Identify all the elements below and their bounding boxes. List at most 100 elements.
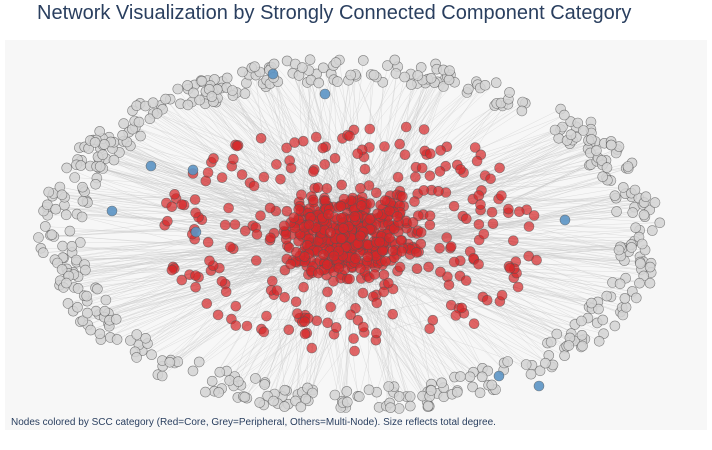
core-node[interactable] — [190, 207, 201, 219]
peripheral-node[interactable] — [99, 305, 111, 317]
peripheral-node[interactable] — [330, 57, 342, 68]
peripheral-node[interactable] — [42, 199, 53, 211]
core-node[interactable] — [415, 238, 427, 250]
core-node[interactable] — [392, 211, 403, 222]
peripheral-node[interactable] — [46, 229, 58, 240]
core-node[interactable] — [333, 262, 345, 274]
core-node[interactable] — [212, 309, 224, 321]
core-node[interactable] — [240, 225, 251, 237]
core-node[interactable] — [409, 196, 420, 207]
peripheral-node[interactable] — [382, 60, 393, 71]
core-node[interactable] — [473, 190, 485, 201]
core-node[interactable] — [201, 298, 213, 309]
peripheral-node[interactable] — [559, 350, 570, 362]
core-node[interactable] — [448, 200, 460, 212]
core-node[interactable] — [460, 275, 472, 286]
peripheral-node[interactable] — [239, 391, 251, 403]
core-node[interactable] — [379, 141, 390, 152]
peripheral-node[interactable] — [444, 65, 455, 77]
peripheral-node[interactable] — [576, 329, 588, 341]
core-node[interactable] — [261, 310, 272, 322]
peripheral-node[interactable] — [412, 70, 424, 81]
peripheral-node[interactable] — [558, 109, 570, 121]
peripheral-node[interactable] — [92, 283, 103, 295]
core-node[interactable] — [241, 320, 253, 332]
core-node[interactable] — [231, 140, 243, 152]
core-node[interactable] — [424, 323, 436, 335]
peripheral-node[interactable] — [160, 93, 171, 105]
core-node[interactable] — [455, 164, 466, 175]
core-node[interactable] — [433, 186, 444, 197]
core-node[interactable] — [258, 326, 270, 338]
core-node[interactable] — [292, 308, 303, 319]
core-node[interactable] — [283, 324, 295, 336]
core-node[interactable] — [335, 233, 347, 245]
peripheral-node[interactable] — [147, 97, 159, 109]
core-node[interactable] — [345, 309, 356, 321]
peripheral-node[interactable] — [39, 221, 51, 232]
peripheral-node[interactable] — [100, 294, 112, 306]
core-node[interactable] — [450, 310, 462, 321]
core-node[interactable] — [362, 251, 374, 263]
peripheral-node[interactable] — [486, 379, 498, 391]
core-node[interactable] — [355, 263, 366, 274]
peripheral-node[interactable] — [259, 379, 270, 390]
core-node[interactable] — [424, 170, 436, 182]
core-node[interactable] — [387, 245, 399, 257]
peripheral-node[interactable] — [341, 396, 353, 408]
peripheral-node[interactable] — [563, 340, 575, 351]
peripheral-node[interactable] — [37, 247, 49, 258]
core-node[interactable] — [202, 237, 214, 248]
peripheral-node[interactable] — [479, 79, 491, 91]
peripheral-node[interactable] — [295, 401, 307, 413]
peripheral-node[interactable] — [268, 58, 280, 70]
peripheral-node[interactable] — [609, 320, 621, 332]
peripheral-node[interactable] — [490, 77, 502, 89]
core-node[interactable] — [236, 169, 248, 180]
core-node[interactable] — [255, 210, 266, 221]
core-node[interactable] — [298, 281, 309, 293]
peripheral-node[interactable] — [329, 389, 341, 401]
core-node[interactable] — [357, 321, 369, 333]
core-node[interactable] — [317, 142, 329, 154]
core-node[interactable] — [264, 202, 276, 214]
core-node[interactable] — [220, 286, 232, 298]
peripheral-node[interactable] — [99, 139, 110, 150]
peripheral-node[interactable] — [193, 356, 205, 368]
core-node[interactable] — [279, 291, 290, 303]
core-node[interactable] — [310, 131, 322, 143]
peripheral-node[interactable] — [636, 238, 648, 250]
core-node[interactable] — [344, 130, 355, 142]
peripheral-node[interactable] — [601, 290, 613, 302]
core-node[interactable] — [407, 217, 419, 228]
core-node[interactable] — [374, 236, 386, 248]
peripheral-node[interactable] — [313, 77, 325, 89]
peripheral-node[interactable] — [131, 352, 142, 363]
core-node[interactable] — [336, 212, 347, 224]
peripheral-node[interactable] — [227, 85, 238, 96]
peripheral-node[interactable] — [196, 75, 208, 87]
core-node[interactable] — [251, 229, 263, 240]
peripheral-node[interactable] — [90, 179, 101, 190]
peripheral-node[interactable] — [425, 72, 437, 84]
core-node[interactable] — [418, 124, 430, 135]
core-node[interactable] — [378, 269, 390, 281]
core-node[interactable] — [411, 247, 422, 258]
peripheral-node[interactable] — [89, 137, 101, 148]
core-node[interactable] — [513, 206, 525, 217]
core-node[interactable] — [290, 246, 302, 258]
multi-node[interactable] — [533, 380, 545, 392]
core-node[interactable] — [473, 259, 484, 270]
core-node[interactable] — [507, 235, 519, 246]
peripheral-node[interactable] — [617, 182, 629, 193]
core-node[interactable] — [216, 172, 228, 183]
peripheral-node[interactable] — [551, 328, 563, 340]
peripheral-node[interactable] — [43, 186, 55, 198]
peripheral-node[interactable] — [33, 232, 44, 243]
peripheral-node[interactable] — [77, 181, 88, 193]
core-node[interactable] — [290, 296, 302, 308]
network-plot-area[interactable] — [5, 40, 707, 430]
peripheral-node[interactable] — [187, 365, 199, 377]
core-node[interactable] — [323, 209, 334, 220]
core-node[interactable] — [364, 123, 376, 135]
